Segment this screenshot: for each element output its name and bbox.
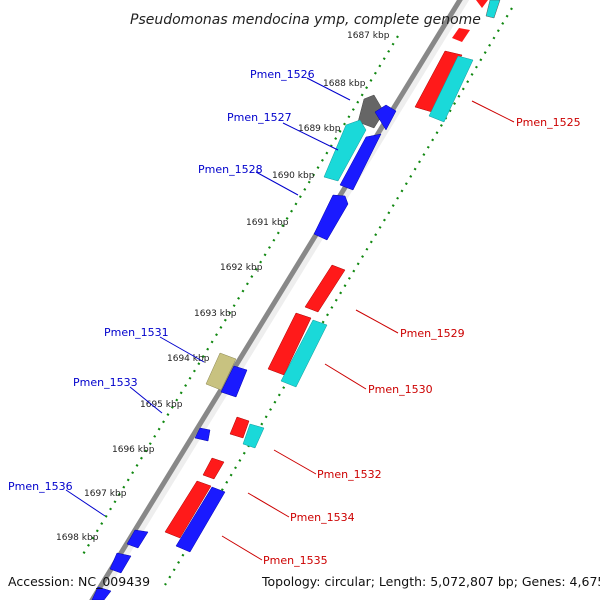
- forward-leader-lines: [65, 77, 351, 517]
- label-pmen-1532[interactable]: Pmen_1532: [317, 468, 382, 481]
- ruler-inner-dotted: [164, 7, 513, 586]
- leader-pmen-1527: [282, 122, 339, 151]
- tick-label-1690: 1690 kbp: [272, 171, 315, 181]
- forward-gene-labels: Pmen_1526 Pmen_1527 Pmen_1528 Pmen_1531 …: [8, 68, 315, 493]
- label-pmen-1535[interactable]: Pmen_1535: [263, 554, 328, 567]
- leader-pmen-1528: [255, 171, 299, 196]
- tick-label-1696: 1696 kbp: [112, 445, 155, 455]
- label-pmen-1528[interactable]: Pmen_1528: [198, 163, 263, 176]
- leader-pmen-1533: [129, 386, 163, 414]
- label-pmen-1533[interactable]: Pmen_1533: [73, 376, 138, 389]
- tick-label-1687: 1687 kbp: [347, 31, 390, 41]
- tick-label-1694: 1694 kbp: [167, 354, 210, 364]
- gene-pmen-1531[interactable]: [205, 352, 237, 391]
- tick-label-1688: 1688 kbp: [323, 79, 366, 89]
- backbone-shadow: [90, 0, 470, 600]
- label-pmen-1525[interactable]: Pmen_1525: [516, 116, 581, 129]
- gene-pmen-1528[interactable]: [313, 194, 349, 241]
- leader-pmen-1525: [471, 100, 515, 123]
- gene-pmen-1534[interactable]: [202, 457, 225, 480]
- gene-pmen-1527[interactable]: [323, 119, 367, 182]
- leader-pmen-1535: [221, 535, 263, 561]
- tick-label-1698: 1698 kbp: [56, 533, 99, 543]
- gene-pmen-1536[interactable]: [126, 529, 149, 549]
- leader-pmen-1531: [159, 336, 205, 363]
- gene-blue-pmen-1531b[interactable]: [220, 365, 248, 398]
- gene-small-blue-a[interactable]: [374, 104, 397, 131]
- gene-pmen-1529[interactable]: [304, 264, 346, 313]
- gene-pmen-1535[interactable]: [164, 480, 212, 539]
- gene-pmen-1532b[interactable]: [242, 423, 265, 449]
- gene-blue-bottom-a[interactable]: [109, 552, 132, 574]
- gene-red-top[interactable]: [476, 0, 488, 8]
- leader-pmen-1534: [247, 492, 290, 518]
- label-pmen-1534[interactable]: Pmen_1534: [290, 511, 355, 524]
- reverse-genes: [164, 0, 501, 553]
- gene-blue-b[interactable]: [339, 133, 382, 191]
- gene-cyan-top[interactable]: [485, 0, 501, 19]
- label-pmen-1527[interactable]: Pmen_1527: [227, 111, 292, 124]
- tick-label-1691: 1691 kbp: [246, 218, 289, 228]
- tick-label-1692: 1692 kbp: [220, 263, 263, 273]
- leader-pmen-1529: [355, 309, 399, 334]
- gene-pmen-1533[interactable]: [194, 427, 211, 442]
- leader-pmen-1532: [273, 449, 317, 475]
- leader-pmen-1536: [65, 489, 106, 517]
- backbone-line: [89, 0, 463, 600]
- gene-pmen-1535b[interactable]: [175, 486, 226, 553]
- label-pmen-1526[interactable]: Pmen_1526: [250, 68, 315, 81]
- reverse-leader-lines: [221, 100, 515, 561]
- tick-label-1689: 1689 kbp: [298, 124, 341, 134]
- gene-pmen-1532[interactable]: [229, 416, 250, 439]
- gene-blue-bottom-b[interactable]: [91, 586, 112, 600]
- label-pmen-1536[interactable]: Pmen_1536: [8, 480, 73, 493]
- label-pmen-1529[interactable]: Pmen_1529: [400, 327, 465, 340]
- label-pmen-1531[interactable]: Pmen_1531: [104, 326, 169, 339]
- gene-red-top-b[interactable]: [452, 28, 470, 42]
- gene-pmen-1525b[interactable]: [428, 55, 474, 123]
- label-pmen-1530[interactable]: Pmen_1530: [368, 383, 433, 396]
- reverse-gene-labels: Pmen_1525 Pmen_1529 Pmen_1530 Pmen_1532 …: [263, 116, 581, 567]
- page-title: Pseudomonas mendocina ymp, complete geno…: [130, 12, 481, 28]
- tick-label-1695: 1695 kbp: [140, 400, 183, 410]
- gene-pmen-1530b[interactable]: [280, 319, 328, 388]
- forward-genes: [91, 94, 397, 600]
- tick-label-1693: 1693 kbp: [194, 309, 237, 319]
- topology-text: Topology: circular; Length: 5,072,807 bp…: [261, 574, 600, 589]
- leader-pmen-1530: [324, 363, 367, 390]
- accession-text: Accession: NC_009439: [8, 574, 150, 589]
- tick-label-1697: 1697 kbp: [84, 489, 127, 499]
- leader-pmen-1526: [306, 77, 351, 101]
- gene-pmen-1526[interactable]: [357, 94, 385, 129]
- ruler-tick-labels: 1687 kbp 1688 kbp 1689 kbp 1690 kbp 1691…: [56, 31, 390, 543]
